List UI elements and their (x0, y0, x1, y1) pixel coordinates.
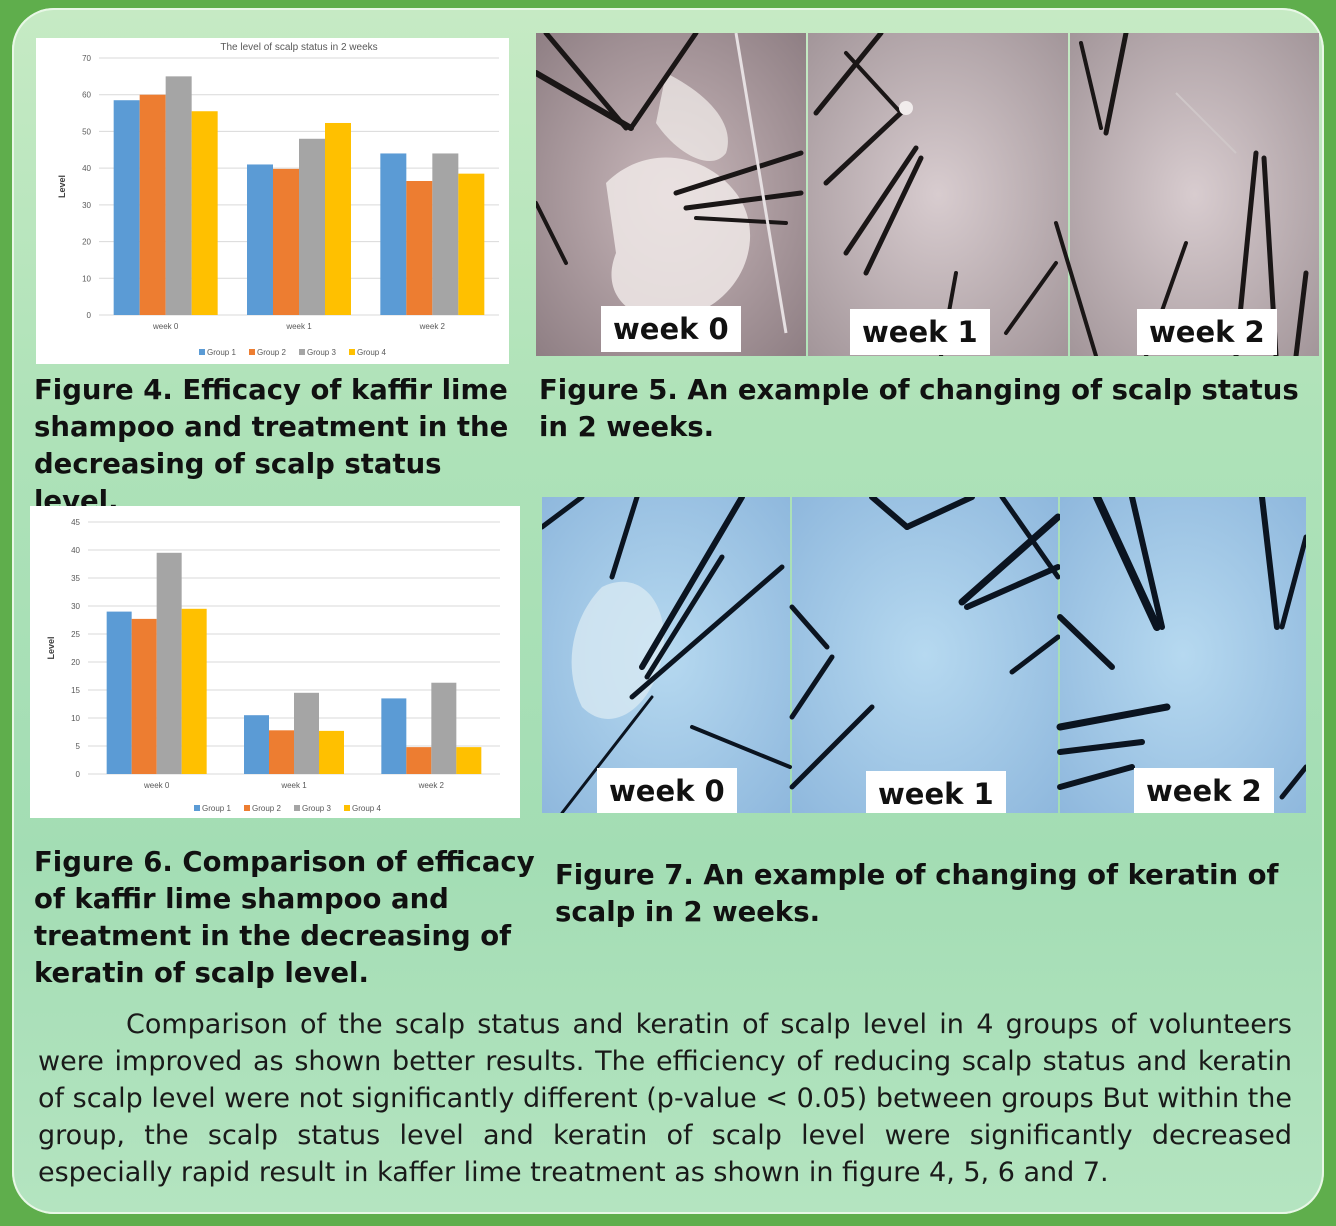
figure-7-caption: Figure 7. An example of changing of kera… (555, 859, 1279, 928)
figure-4-caption: Figure 4. Efficacy of kaffir lime shampo… (34, 374, 509, 517)
bar-group-4-week-0 (181, 608, 207, 774)
bar-group-3-week-1 (299, 138, 325, 315)
figure-4-chart-svg: The level of scalp status in 2 weeks 0 10 2… (57, 42, 499, 357)
y-tick-label: 20 (71, 658, 80, 667)
scalp-photo-week-2 (1054, 33, 1319, 356)
legend-label: Group 3 (307, 348, 336, 357)
x-tick-label: week 1 (280, 781, 307, 790)
legend-label: Group 4 (357, 348, 386, 357)
y-tick-label: 40 (71, 546, 80, 555)
legend-label: Group 2 (257, 348, 286, 357)
figure-4-chart: The level of scalp status in 2 weeks 0 10 2… (36, 38, 509, 364)
x-tick-label: week 0 (143, 781, 170, 790)
y-tick-label: 60 (82, 91, 91, 100)
scalp-photo-week-1 (808, 33, 1068, 356)
y-tick-label: 70 (82, 54, 91, 63)
legend-label: Group 1 (202, 804, 231, 813)
legend-swatch (344, 805, 350, 811)
bar-group-1-week-2 (380, 153, 407, 315)
keratin-photo-week-1 (789, 497, 1062, 813)
bar-group-2-week-0 (139, 94, 166, 315)
legend-swatch (294, 805, 300, 811)
bar-group-2-week-2 (406, 180, 433, 315)
keratin-photo-week-2 (1056, 497, 1306, 813)
figure-5-photos-svg (536, 33, 1319, 356)
keratin-photo-week-0 (542, 497, 792, 813)
legend-swatch (299, 349, 305, 355)
y-tick-label: 5 (76, 742, 81, 751)
figure-7-photos: week 0 week 1 week 2 (542, 497, 1306, 813)
bar-group-4-week-1 (319, 730, 344, 774)
legend-label: Group 1 (207, 348, 236, 357)
y-axis-label: Level (46, 636, 56, 659)
bar-group-3-week-0 (165, 76, 192, 315)
legend-swatch (244, 805, 250, 811)
bar-group-3-week-0 (156, 552, 182, 774)
y-tick-label: 40 (82, 164, 91, 173)
x-tick-label: week 2 (419, 322, 446, 331)
legend-swatch (349, 349, 355, 355)
figure-6-caption: Figure 6. Comparison of efficacy of kaff… (34, 846, 535, 989)
legend-label: Group 4 (352, 804, 381, 813)
bar-group-2-week-1 (273, 168, 299, 315)
y-tick-label: 15 (71, 686, 80, 695)
figure-7-photos-svg (542, 497, 1306, 813)
y-tick-label: 10 (82, 274, 91, 283)
y-axis-label: Level (57, 175, 67, 198)
bar-group-4-week-2 (456, 747, 482, 774)
bar-group-1-week-2 (381, 698, 407, 774)
y-tick-label: 25 (71, 630, 80, 639)
y-tick-label: 20 (82, 238, 91, 247)
fig7-label-week-1: week 1 (866, 771, 1006, 813)
bar-group-4-week-1 (325, 122, 351, 315)
legend-label: Group 2 (252, 804, 281, 813)
y-tick-label: 50 (82, 127, 91, 136)
bar-group-4-week-0 (191, 111, 218, 315)
scalp-photo-week-0 (536, 33, 806, 356)
y-tick-label: 35 (71, 574, 80, 583)
y-tick-label: 30 (82, 201, 91, 210)
bar-group-1-week-1 (247, 164, 273, 315)
bar-group-2-week-1 (269, 730, 294, 774)
figure-5-photos: week 0 week 1 week 2 (536, 33, 1319, 356)
bar-group-2-week-2 (406, 747, 432, 774)
legend-swatch (199, 349, 205, 355)
x-tick-label: week 1 (285, 322, 312, 331)
x-tick-label: week 0 (152, 322, 179, 331)
fig5-label-week-2: week 2 (1137, 309, 1277, 355)
y-tick-label: 0 (76, 770, 81, 779)
y-tick-label: 30 (71, 602, 80, 611)
body-paragraph: Comparison of the scalp status and kerat… (38, 1009, 1292, 1188)
bar-group-1-week-0 (113, 100, 140, 315)
fig7-label-week-2: week 2 (1134, 768, 1274, 813)
fig7-label-week-0: week 0 (597, 768, 737, 813)
figure-5-caption: Figure 5. An example of changing of scal… (539, 374, 1299, 443)
bar-group-4-week-2 (458, 173, 485, 315)
chart-title: The level of scalp status in 2 weeks (220, 42, 377, 53)
bar-group-3-week-2 (432, 153, 459, 315)
bar-group-2-week-0 (131, 618, 157, 774)
fig5-label-week-0: week 0 (601, 306, 741, 352)
bar-group-3-week-1 (294, 692, 319, 774)
bar-group-3-week-2 (431, 682, 457, 774)
figure-6-chart-svg: 0 5 10 15 20 25 30 35 40 45 Level week 0 week 1 week … (46, 518, 500, 813)
legend-swatch (249, 349, 255, 355)
x-tick-label: week 2 (418, 781, 445, 790)
legend-swatch (194, 805, 200, 811)
fig5-label-week-1: week 1 (850, 309, 990, 355)
figure-6-chart: 0 5 10 15 20 25 30 35 40 45 Level week 0 week 1 week … (30, 506, 520, 818)
y-tick-label: 45 (71, 518, 80, 527)
y-tick-label: 10 (71, 714, 80, 723)
legend-label: Group 3 (302, 804, 331, 813)
y-tick-label: 0 (87, 311, 92, 320)
bar-group-1-week-1 (244, 715, 269, 774)
bar-group-1-week-0 (106, 611, 132, 774)
